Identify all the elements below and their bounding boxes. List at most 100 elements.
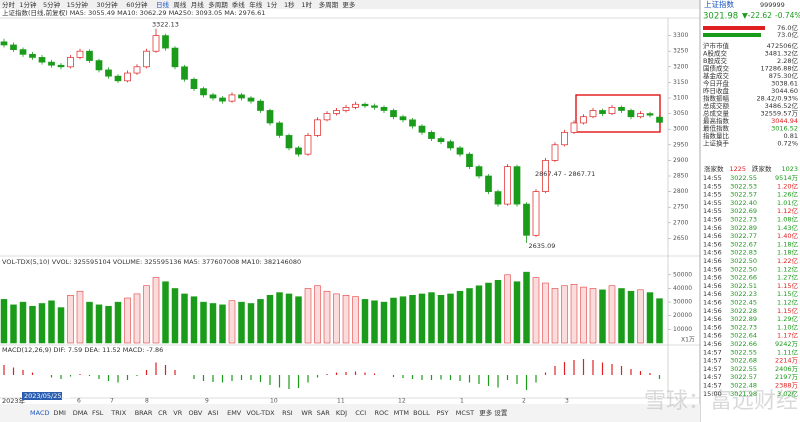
stat-value: 2.28亿 (777, 56, 798, 65)
toolbar-item[interactable]: 多周期 (319, 0, 339, 9)
volume-bar (162, 281, 169, 344)
tick-time: 14:56 (703, 299, 722, 307)
month-label: 9 (205, 398, 209, 405)
toolbar-item[interactable]: 1分钟 (19, 0, 37, 9)
tick-price: 3022.73 (730, 323, 757, 331)
stat-value: 3044.60 (771, 87, 798, 95)
candle-body (29, 53, 36, 58)
toolbar-item[interactable]: 季线 (232, 0, 246, 9)
tab[interactable]: PSY (437, 409, 449, 417)
tabbar-bg (0, 404, 700, 422)
candle-body (105, 69, 112, 77)
tab[interactable]: MTM (394, 409, 409, 417)
candle-body (276, 122, 283, 136)
candle-body (371, 105, 378, 108)
stat-value: 17286.88亿 (760, 64, 798, 73)
tab[interactable]: ASI (208, 409, 219, 417)
toolbar-item[interactable]: 5分钟 (43, 0, 61, 9)
toolbar-item[interactable]: 年线 (249, 0, 263, 9)
volume-bar (352, 296, 359, 344)
tab[interactable]: FSL (92, 409, 104, 417)
volume-bar (247, 303, 255, 344)
y-tick-label: 3150 (673, 79, 688, 86)
toolbar-item[interactable]: 15分钟 (67, 0, 89, 9)
toolbar-item[interactable]: 1秒 (284, 0, 295, 9)
candle-body (67, 57, 74, 68)
toolbar-item[interactable]: 多周期 (208, 0, 228, 9)
y-tick-label: 2750 (673, 204, 688, 211)
candle-body (418, 125, 426, 133)
volume-legend: VOL-TDX(5,10) VVOL: 325595104 VOLUME: 32… (2, 258, 301, 266)
tab[interactable]: KDJ (336, 409, 347, 417)
candle-body (551, 144, 559, 161)
tab[interactable]: BOLL (413, 409, 430, 417)
toolbar-item[interactable]: 月线 (191, 0, 205, 9)
volume-bar (380, 301, 388, 344)
volume-bar (57, 307, 65, 344)
highlight-box (575, 94, 661, 133)
tab[interactable]: VR (173, 409, 182, 417)
tab[interactable]: BRAR (135, 409, 153, 417)
tab[interactable]: EMV (227, 409, 242, 417)
tab[interactable]: CR (158, 409, 168, 417)
tab[interactable]: VOL-TDX (246, 409, 275, 417)
tick-volume: 1.12亿 (777, 264, 798, 273)
candle-body (285, 135, 293, 149)
tab[interactable]: OBV (189, 409, 203, 417)
panel-pct: -0.74% (775, 11, 800, 20)
tab[interactable]: TRIX (110, 409, 126, 417)
tab[interactable]: 设置 (494, 408, 508, 417)
toolbar-item[interactable]: 更多 (342, 0, 356, 9)
tick-time: 14:55 (703, 199, 722, 207)
tab[interactable]: ROC (375, 409, 390, 417)
tick-time: 14:56 (703, 232, 722, 240)
candle-body (456, 147, 464, 155)
toolbar-item[interactable]: 周线 (173, 0, 187, 9)
tab[interactable]: CCI (355, 409, 366, 417)
candle-body (380, 107, 388, 111)
y-tick-label: 2850 (673, 173, 688, 180)
candle-body (599, 110, 606, 114)
candle-body (390, 110, 397, 118)
candle-body (637, 113, 644, 118)
volume-bar (124, 297, 131, 344)
candle-body (209, 94, 217, 99)
tab[interactable]: MCST (456, 409, 474, 417)
stat-value: 3481.32亿 (765, 49, 799, 58)
month-label: 8 (145, 398, 149, 405)
candle-body (646, 113, 654, 116)
stat-label: 总成交量 (703, 109, 730, 118)
tab[interactable]: SAR (317, 409, 331, 417)
stat-label: 指数量比 (703, 131, 730, 140)
volume-bar (437, 295, 445, 344)
tab[interactable]: WR (301, 409, 312, 417)
tab[interactable]: DMA (73, 409, 89, 417)
month-label: 7 (110, 398, 114, 405)
tick-volume: 1.11亿 (777, 347, 798, 356)
volume-bar (523, 271, 530, 344)
tab[interactable]: MACD (30, 409, 49, 417)
toolbar-item[interactable]: 日线 (156, 0, 170, 9)
volume-bar (418, 293, 426, 344)
toolbar-item[interactable]: 1时 (301, 0, 312, 9)
candle-body (475, 166, 483, 177)
y-tick-label: 10000 (673, 326, 692, 333)
tick-time: 14:56 (703, 249, 722, 257)
toolbar-item[interactable]: 1分 (267, 0, 278, 9)
month-label: 10 (270, 398, 278, 405)
tick-volume: 1.27亿 (777, 273, 798, 282)
toolbar-item[interactable]: 分时 (2, 0, 16, 9)
stat-value: 3486.52亿 (765, 101, 799, 110)
candle-body (333, 110, 340, 114)
candle-body (19, 49, 27, 55)
candle-body (114, 75, 122, 82)
toolbar-item[interactable]: 30分钟 (96, 0, 118, 9)
tab[interactable]: 更多 (479, 408, 493, 417)
toolbar-item[interactable]: 60分钟 (126, 0, 148, 9)
panel-code: 999999 (760, 1, 785, 9)
volume-bar (143, 285, 150, 344)
volume-bar (466, 288, 473, 344)
tab[interactable]: DMI (53, 409, 66, 417)
tab[interactable]: RSI (282, 409, 293, 417)
tick-price: 3022.68 (730, 357, 757, 365)
